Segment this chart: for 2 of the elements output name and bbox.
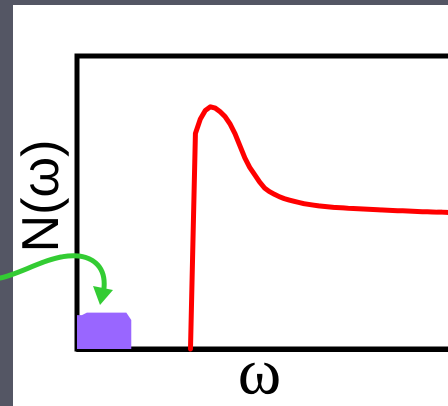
y-axis-title: N(ω) [12,140,70,252]
x-axis-title: ω [238,336,282,406]
